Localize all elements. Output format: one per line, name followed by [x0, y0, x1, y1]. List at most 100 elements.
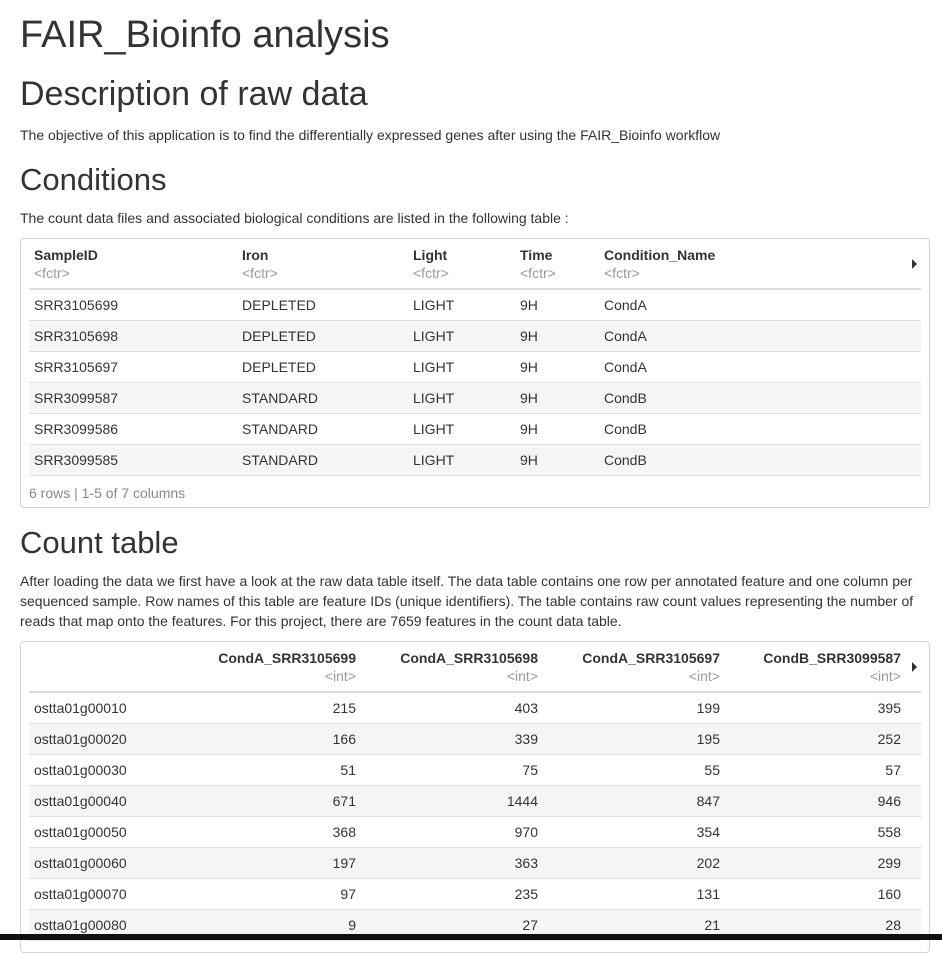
column-header-name: CondA_SRR3105698	[400, 650, 538, 666]
table-row: ostta01g00010 215 403 199 395	[29, 692, 921, 723]
table-cell: LIGHT	[413, 327, 455, 344]
table-cell: STANDARD	[242, 389, 318, 406]
column-header-type: <fctr>	[604, 265, 640, 281]
table-cell: 671	[332, 792, 356, 809]
table-cell: 160	[877, 885, 901, 902]
table-cell: 403	[514, 699, 538, 716]
table-row: SRR3105699 DEPLETED LIGHT 9H CondA	[29, 289, 921, 320]
table-cell: 1444	[506, 792, 538, 809]
table-cell: SRR3105698	[34, 327, 119, 344]
table-cell: 9H	[520, 389, 538, 406]
table-cell: 363	[514, 854, 538, 871]
next-columns-arrow-icon[interactable]	[912, 259, 917, 269]
column-header[interactable]: Condition_Name <fctr>	[604, 239, 921, 289]
page-title: FAIR_Bioinfo analysis	[20, 14, 390, 56]
count-table-text: After loading the data we first have a l…	[20, 573, 914, 629]
column-header[interactable]: Time <fctr>	[520, 239, 604, 289]
table-cell: CondB	[604, 389, 647, 406]
table-cell: 339	[514, 730, 538, 747]
column-header[interactable]: CondA_SRR3105699 <int>	[194, 642, 376, 692]
table-cell: 97	[340, 885, 356, 902]
table-cell: 28	[885, 916, 901, 933]
column-header-type: <int>	[688, 668, 720, 684]
table-cell: 27	[522, 916, 538, 933]
table-row: SRR3105697 DEPLETED LIGHT 9H CondA	[29, 351, 921, 382]
table-row: SRR3099586 STANDARD LIGHT 9H CondB	[29, 413, 921, 444]
column-header-name	[34, 642, 194, 650]
table-cell: 558	[877, 823, 901, 840]
table-cell: 946	[877, 792, 901, 809]
conditions-table-footer: 6 rows | 1-5 of 7 columns	[29, 485, 186, 501]
table-cell: 252	[877, 730, 901, 747]
next-columns-arrow-icon[interactable]	[912, 662, 917, 672]
column-header[interactable]: CondA_SRR3105698 <int>	[376, 642, 558, 692]
table-cell: DEPLETED	[242, 327, 316, 344]
column-header-type: <int>	[869, 668, 901, 684]
count-table-body: ostta01g00010 215 403 199 395 ostta01g00020 16…	[29, 692, 921, 940]
table-cell: 9H	[520, 420, 538, 437]
table-cell: 57	[885, 761, 901, 778]
conditions-text: The count data files and associated biol…	[20, 210, 569, 226]
table-cell: 395	[877, 699, 901, 716]
count-table-panel: CondA_SRR3105699 <int> CondA_SRR3105698 <in…	[20, 641, 930, 953]
column-header[interactable]: Iron <fctr>	[242, 239, 413, 289]
table-cell: CondB	[604, 420, 647, 437]
table-cell: 215	[332, 699, 356, 716]
table-cell: SRR3099587	[34, 389, 119, 406]
column-header-type: <fctr>	[34, 265, 70, 281]
table-cell: DEPLETED	[242, 358, 316, 375]
column-header-type: <int>	[506, 668, 538, 684]
table-cell: 9H	[520, 327, 538, 344]
table-cell: 368	[332, 823, 356, 840]
table-cell: 51	[340, 761, 356, 778]
table-cell: CondB	[604, 451, 647, 468]
table-cell: 75	[522, 761, 538, 778]
table-cell: 131	[696, 885, 720, 902]
table-row: SRR3105698 DEPLETED LIGHT 9H CondA	[29, 320, 921, 351]
column-header-type: <fctr>	[413, 265, 449, 281]
count-table-heading: Count table	[20, 525, 179, 560]
table-row: ostta01g00040 671 1444 847 946	[29, 785, 921, 816]
table-cell: DEPLETED	[242, 296, 316, 313]
column-header[interactable]: CondB_SRR3099587 <int>	[740, 642, 921, 692]
table-cell: STANDARD	[242, 420, 318, 437]
table-cell: 299	[877, 854, 901, 871]
table-cell: 235	[514, 885, 538, 902]
conditions-table-panel: SampleID <fctr> Iron <fctr> Light <fctr> Time <…	[20, 238, 930, 508]
table-cell: 9H	[520, 358, 538, 375]
column-header[interactable]: CondA_SRR3105697 <int>	[558, 642, 740, 692]
table-cell: CondA	[604, 358, 647, 375]
table-cell: LIGHT	[413, 420, 455, 437]
column-header-name: Condition_Name	[604, 247, 716, 263]
table-cell: ostta01g00080	[34, 916, 127, 933]
column-header[interactable]	[29, 642, 194, 692]
description-text: The objective of this application is to …	[20, 127, 721, 143]
table-cell: ostta01g00010	[34, 699, 127, 716]
table-cell: ostta01g00060	[34, 854, 127, 871]
table-cell: ostta01g00040	[34, 792, 127, 809]
column-header[interactable]: Light <fctr>	[413, 239, 520, 289]
table-cell: 9	[348, 916, 356, 933]
table-cell: 21	[704, 916, 720, 933]
table-cell: LIGHT	[413, 358, 455, 375]
column-header[interactable]: SampleID <fctr>	[29, 239, 242, 289]
table-cell: 354	[696, 823, 720, 840]
table-cell: 9H	[520, 296, 538, 313]
column-header-name: CondA_SRR3105697	[582, 650, 720, 666]
table-cell: SRR3099586	[34, 420, 119, 437]
table-cell: LIGHT	[413, 451, 455, 468]
table-row: ostta01g00070 97 235 131 160	[29, 878, 921, 909]
table-cell: 199	[696, 699, 720, 716]
column-header-name: Time	[520, 247, 553, 263]
column-header-name: Iron	[242, 247, 269, 263]
conditions-header-row: SampleID <fctr> Iron <fctr> Light <fctr> Time <…	[29, 239, 921, 289]
column-header-type: <fctr>	[242, 265, 278, 281]
table-cell: CondA	[604, 296, 647, 313]
table-cell: LIGHT	[413, 296, 455, 313]
table-row: ostta01g00020 166 339 195 252	[29, 723, 921, 754]
count-header-row: CondA_SRR3105699 <int> CondA_SRR3105698 <in…	[29, 642, 921, 692]
table-cell: SRR3099585	[34, 451, 119, 468]
table-cell: 9H	[520, 451, 538, 468]
conditions-heading: Conditions	[20, 162, 167, 197]
table-row: ostta01g00030 51 75 55 57	[29, 754, 921, 785]
